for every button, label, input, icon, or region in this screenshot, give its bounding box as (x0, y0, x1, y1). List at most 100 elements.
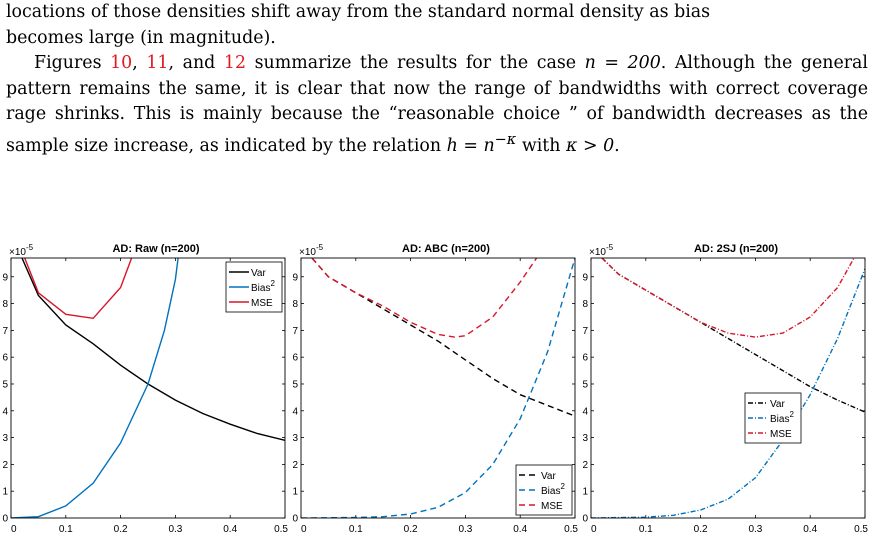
y-tick-label: 5 (582, 379, 588, 390)
legend-label: Var (541, 471, 556, 482)
chart-ad-raw: AD: Raw (n=200) ×10-5 0 1 2 3 4 5 6 7 8 9 0 0.1 0.2 0.3… (2, 243, 288, 535)
legend-box (515, 464, 573, 516)
y-tick-label: 0 (2, 514, 8, 525)
series-line-mse (311, 258, 538, 338)
y-tick-label: 5 (2, 379, 8, 390)
x-tick-label: 0.2 (114, 524, 128, 535)
chart-title: AD: ABC (n=200) (402, 243, 490, 255)
x-tick-label: 0.5 (564, 524, 578, 535)
x-tick-label: 0.4 (223, 524, 237, 535)
y-tick-label: 9 (582, 272, 588, 283)
legend-label: MSE (251, 298, 273, 309)
x-tick-label: 0.4 (513, 524, 527, 535)
legend-label: Bias2 (251, 279, 275, 294)
y-tick-label: 2 (582, 460, 588, 471)
legend-label: MSE (770, 429, 792, 440)
y-tick-label: 8 (292, 299, 298, 310)
text-run: with (516, 135, 567, 156)
x-tick-label: 0.4 (803, 524, 817, 535)
math-n-equation: n = 200 (584, 53, 661, 74)
text-run: , (132, 53, 147, 74)
y-tick-label: 4 (292, 406, 298, 417)
y-tick-label: 3 (2, 433, 8, 444)
figure-row: AD: Raw (n=200) ×10-5 0 1 2 3 4 5 6 7 8 9 0 0.1 0.2 0.3… (0, 234, 877, 544)
y-exponent-label: ×10-5 (299, 243, 324, 258)
y-exponent-label: ×10-5 (9, 243, 34, 258)
legend-label: Var (251, 268, 266, 279)
plot-frame (590, 257, 866, 519)
y-tick-label: 9 (2, 272, 8, 283)
y-exponent-label: ×10-5 (589, 243, 614, 258)
x-tick-label: 0.1 (59, 524, 73, 535)
plot-frame (300, 257, 576, 519)
y-exponent-value: -5 (26, 243, 34, 252)
y-exponent-value: -5 (316, 243, 324, 252)
x-tick-label: 0.3 (168, 524, 182, 535)
text-run: . Although the general pattern remains t… (6, 53, 868, 156)
text-run: . (614, 135, 620, 156)
legend-label: Bias2 (770, 410, 794, 425)
x-tick-label: 0.5 (274, 524, 288, 535)
chart-title: AD: 2SJ (n=200) (694, 243, 778, 255)
text-line: becomes large (in magnitude). (6, 27, 276, 48)
legend-label: Bias2 (541, 482, 565, 497)
paragraph-continuation: locations of those densities shift away … (6, 0, 868, 51)
y-tick-label: 9 (292, 272, 298, 283)
paragraph-figures: Figures 10, 11, and 12 summarize the res… (6, 51, 868, 159)
y-tick-label: 0 (582, 514, 588, 525)
legend-label-superscript: 2 (270, 279, 275, 288)
legend-label-superscript: 2 (560, 482, 565, 491)
y-tick-label: 2 (292, 460, 298, 471)
x-tick-label: 0.2 (404, 524, 418, 535)
figure-ref-link[interactable]: 11 (146, 53, 169, 74)
x-tick-label: 0.1 (639, 524, 653, 535)
x-tick-label: 0.5 (854, 524, 868, 535)
legend-label-superscript: 2 (789, 410, 794, 419)
body-text: locations of those densities shift away … (6, 0, 868, 159)
series-line-mse (601, 258, 855, 338)
figure-ref-link[interactable]: 10 (110, 53, 133, 74)
plot-area (591, 258, 865, 518)
y-tick-label: 6 (2, 353, 8, 364)
y-tick-label: 4 (582, 406, 588, 417)
y-tick-label: 8 (582, 299, 588, 310)
y-tick-label: 3 (292, 433, 298, 444)
series-line-mse (24, 258, 133, 320)
chart-title: AD: Raw (n=200) (112, 243, 199, 255)
y-tick-label: 6 (292, 353, 298, 364)
series-line-bias (591, 268, 865, 518)
text-run: summarize the results for the case (246, 53, 585, 74)
y-tick-label: 1 (292, 487, 298, 498)
chart-ad-abc: AD: ABC (n=200) ×10-5 0 1 2 3 4 5 6 7 8 9 0 0.1 0.2 0.3… (292, 243, 578, 535)
y-tick-label: 5 (292, 379, 298, 390)
legend-box (744, 392, 802, 444)
y-tick-label: 0 (292, 514, 298, 525)
legend-label: MSE (541, 501, 563, 512)
x-tick-label: 0.2 (694, 524, 708, 535)
y-tick-label: 7 (2, 326, 8, 337)
y-tick-label: 3 (582, 433, 588, 444)
x-tick-label: 0.3 (458, 524, 472, 535)
y-tick-label: 2 (2, 460, 8, 471)
x-tick-label: 0 (11, 524, 17, 535)
math-kappa-condition: κ > 0 (566, 135, 615, 156)
series-line-bias (301, 258, 575, 518)
y-tick-label: 6 (582, 353, 588, 364)
y-exponent-value: -5 (606, 243, 614, 252)
x-tick-label: 0.3 (748, 524, 762, 535)
legend-label: Var (770, 399, 785, 410)
figure-ref-link[interactable]: 12 (223, 53, 247, 74)
y-tick-label: 1 (2, 487, 8, 498)
y-tick-label: 8 (2, 299, 8, 310)
y-tick-label: 7 (582, 326, 588, 337)
y-tick-label: 7 (292, 326, 298, 337)
text-run: , and (168, 53, 224, 74)
math-h-equation: h = n (446, 135, 495, 156)
text-run: Figures (34, 53, 111, 74)
y-tick-label: 4 (2, 406, 8, 417)
math-exponent: −κ (494, 131, 517, 148)
series-line-bias (11, 258, 179, 518)
text-line: locations of those densities shift away … (6, 2, 711, 22)
x-tick-label: 0.1 (349, 524, 363, 535)
